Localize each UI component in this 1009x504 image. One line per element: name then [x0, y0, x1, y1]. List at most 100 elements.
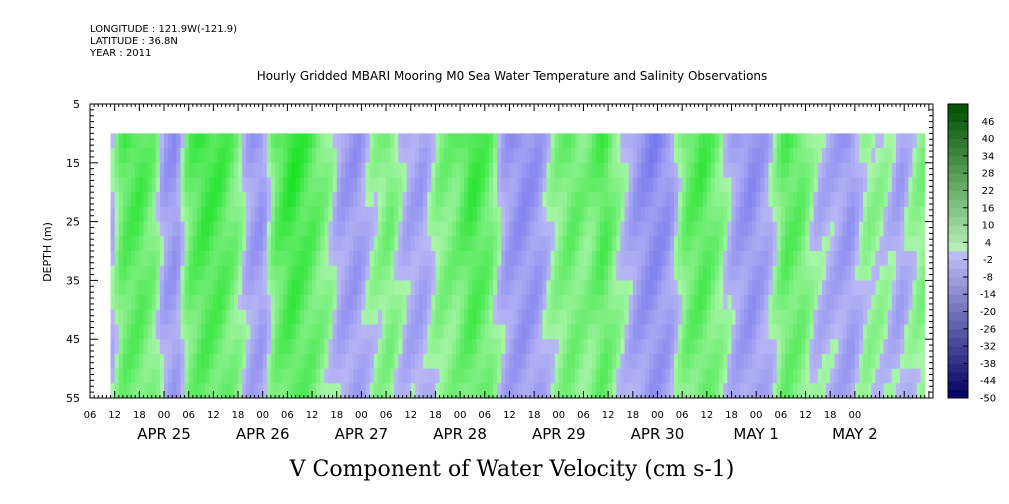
heatmap-cell: [131, 353, 136, 370]
heatmap-cell: [229, 280, 235, 296]
heatmap-cell: [484, 177, 490, 193]
heatmap-cell: [813, 353, 819, 370]
heatmap-cell: [904, 236, 909, 252]
heatmap-cell: [682, 368, 687, 384]
heatmap-cell: [258, 133, 264, 149]
heatmap-cell: [340, 368, 346, 384]
heatmap-cell: [747, 148, 753, 164]
heatmap-cell: [887, 133, 893, 149]
heatmap-cell: [172, 236, 177, 252]
heatmap-cell: [649, 192, 654, 208]
heatmap-cell: [139, 339, 144, 355]
heatmap-cell: [657, 162, 663, 178]
heatmap-cell: [344, 177, 350, 193]
heatmap-cell: [558, 192, 564, 208]
heatmap-cell: [303, 368, 309, 384]
heatmap-cell: [780, 339, 786, 355]
heatmap-cell: [488, 148, 494, 164]
heatmap-cell: [344, 265, 350, 281]
heatmap-cell: [180, 280, 186, 296]
heatmap-cell: [312, 368, 317, 384]
heatmap-cell: [867, 251, 872, 267]
heatmap-cell: [118, 221, 124, 237]
heatmap-cell: [291, 280, 297, 296]
heatmap-cell: [262, 280, 268, 296]
heatmap-cell: [386, 251, 391, 267]
heatmap-cell: [353, 295, 358, 311]
heatmap-cell: [423, 339, 428, 355]
heatmap-cell: [587, 383, 593, 399]
heatmap-cell: [213, 339, 218, 355]
heatmap-cell: [817, 162, 823, 178]
heatmap-cell: [127, 339, 132, 355]
heatmap-cell: [221, 251, 227, 267]
heatmap-cell: [682, 339, 687, 355]
heatmap-cell: [501, 236, 506, 252]
heatmap-cell: [789, 368, 794, 384]
heatmap-cell: [484, 324, 490, 340]
heatmap-cell: [143, 162, 149, 178]
heatmap-cell: [657, 353, 663, 370]
heatmap-cell: [168, 177, 173, 193]
heatmap-cell: [283, 236, 288, 252]
heatmap-cell: [139, 236, 144, 252]
heatmap-cell: [349, 177, 354, 193]
heatmap-cell: [287, 162, 292, 178]
heatmap-cell: [127, 295, 132, 311]
heatmap-cell: [727, 206, 732, 223]
heatmap-cell: [780, 133, 786, 149]
heatmap-cell: [612, 295, 617, 311]
heatmap-cell: [591, 192, 597, 208]
heatmap-cell: [599, 368, 605, 384]
heatmap-cell: [538, 192, 543, 208]
heatmap-cell: [567, 353, 572, 370]
heatmap-cell: [176, 368, 181, 384]
heatmap-cell: [883, 251, 889, 267]
heatmap-cell: [632, 251, 638, 267]
heatmap-cell: [513, 280, 519, 296]
heatmap-cell: [632, 162, 638, 178]
heatmap-cell: [706, 295, 712, 311]
heatmap-cell: [188, 339, 194, 355]
heatmap-cell: [567, 162, 572, 178]
heatmap-cell: [192, 280, 198, 296]
heatmap-cell: [205, 148, 210, 164]
heatmap-cell: [168, 383, 173, 399]
heatmap-cell: [842, 221, 848, 237]
heatmap-cell: [217, 206, 223, 223]
heatmap-cell: [620, 265, 626, 281]
heatmap-cell: [895, 383, 901, 399]
heatmap-cell: [686, 324, 691, 340]
heatmap-cell: [476, 383, 482, 399]
heatmap-cell: [246, 324, 251, 340]
heatmap-cell: [904, 133, 909, 149]
heatmap-cell: [554, 368, 560, 384]
heatmap-cell: [813, 295, 819, 311]
heatmap-cell: [398, 236, 404, 252]
heatmap-cell: [180, 265, 186, 281]
heatmap-cell: [817, 265, 823, 281]
heatmap-cell: [567, 295, 572, 311]
heatmap-cell: [488, 162, 494, 178]
heatmap-cell: [908, 383, 913, 399]
heatmap-cell: [752, 133, 757, 149]
heatmap-cell: [834, 221, 839, 237]
heatmap-cell: [768, 368, 774, 384]
heatmap-cell: [768, 133, 774, 149]
heatmap-cell: [159, 353, 165, 370]
heatmap-cell: [488, 339, 494, 355]
heatmap-cell: [455, 324, 461, 340]
heatmap-cell: [645, 221, 650, 237]
heatmap-cell: [386, 383, 391, 399]
heatmap-cell: [604, 251, 609, 267]
heatmap-cell: [110, 236, 116, 252]
heatmap-cell: [530, 192, 535, 208]
heatmap-cell: [842, 353, 848, 370]
heatmap-cell: [567, 148, 572, 164]
heatmap-cell: [723, 133, 728, 149]
x-hour-label: 06: [182, 410, 195, 421]
heatmap-cell: [270, 236, 276, 252]
heatmap-cell: [275, 368, 280, 384]
heatmap-cell: [303, 309, 309, 325]
heatmap-cell: [377, 353, 383, 370]
